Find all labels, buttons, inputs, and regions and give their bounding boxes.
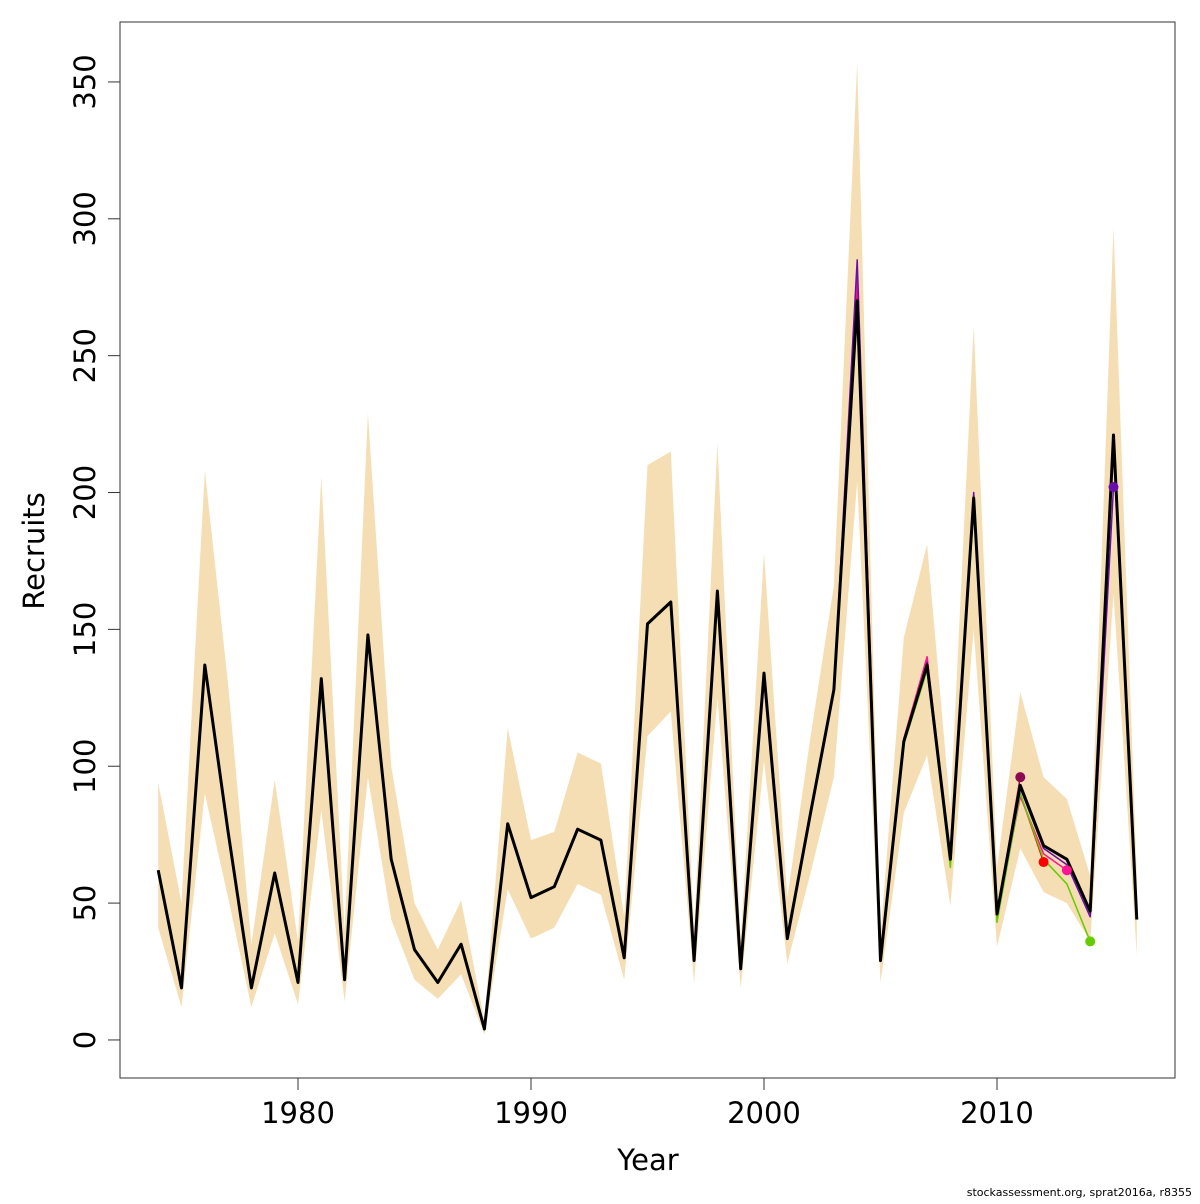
y-tick-label: 150 [68, 602, 102, 657]
end-point [1085, 936, 1096, 947]
y-tick-label: 0 [68, 1031, 102, 1049]
y-tick-label: 200 [68, 465, 102, 520]
x-tick-label: 1980 [261, 1096, 335, 1130]
y-tick-label: 350 [68, 54, 102, 109]
footnote: stockassessment.org, sprat2016a, r8355 [967, 1186, 1192, 1199]
confidence-band [158, 62, 1137, 1035]
end-point [1108, 482, 1119, 493]
x-tick-label: 2010 [960, 1096, 1034, 1130]
x-tick-label: 1990 [494, 1096, 568, 1130]
x-tick-label: 2000 [727, 1096, 801, 1130]
y-axis-label: Recruits [17, 492, 51, 609]
plot-frame [119, 21, 1176, 1079]
y-tick-label: 250 [68, 328, 102, 383]
end-point [1038, 857, 1049, 868]
x-axis-label: Year [616, 1143, 678, 1177]
series-line [156, 299, 1139, 1031]
y-tick-label: 300 [68, 191, 102, 246]
end-point [1061, 865, 1072, 876]
end-point [1015, 772, 1026, 783]
y-tick-label: 50 [68, 885, 102, 922]
y-tick-label: 100 [68, 739, 102, 794]
